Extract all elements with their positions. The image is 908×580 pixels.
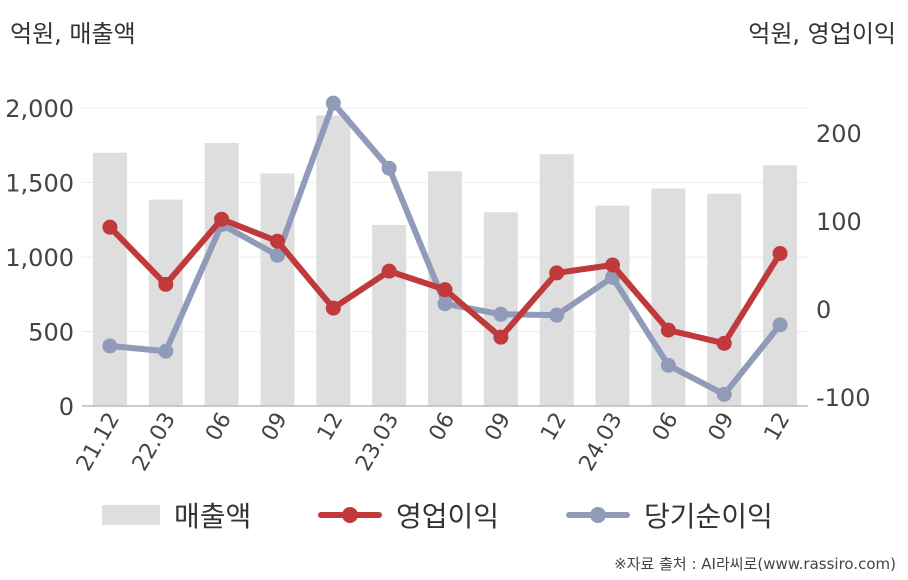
revenue-bar [707,193,742,406]
x-tick-label: 12 [760,409,796,446]
right-tick-label: 0 [816,296,831,324]
operating-profit-point [158,276,174,292]
revenue-bar [372,224,407,406]
left-tick-label: 2,000 [5,95,74,123]
x-tick-label: 12 [536,409,572,446]
source-note: ※자료 출처 : AI라씨로(www.rassiro.com) [614,555,896,573]
operating-profit-point [269,233,285,249]
left-axis-title: 억원, 매출액 [10,20,136,48]
legend-swatch-revenue [102,505,160,525]
net-income-point [716,386,732,402]
net-income-point [660,357,676,373]
net-income-point [269,247,285,263]
revenue-bar [92,152,127,406]
revenue-bar [763,165,798,406]
left-tick-label: 500 [28,319,74,347]
net-income-point [381,160,397,176]
left-tick-label: 0 [59,393,74,421]
operating-profit-point [772,246,788,262]
x-axis-ticks: 21.12 22.03 06 09 12 23.03 06 09 12 24.03 06 09 12 [72,409,795,476]
operating-profit-point [660,322,676,338]
x-tick-label: 24.03 [575,409,628,476]
legend: 매출액 영업이익 당기순이익 [0,493,908,537]
legend-label-operating-profit: 영업이익 [396,500,500,533]
net-income-point [493,306,509,322]
operating-profit-point [493,329,509,345]
x-tick-label: 09 [704,409,740,446]
operating-profit-point [605,257,621,273]
revenue-bar [316,115,351,406]
legend-item-operating-profit: 영업이익 [318,493,499,537]
revenue-bar [204,143,239,406]
x-tick-label: 23.03 [351,409,404,476]
operating-profit-point [716,335,732,351]
x-tick-label: 06 [201,409,237,446]
net-income-point [772,317,788,333]
net-income-point [549,307,565,323]
operating-profit-point [102,219,118,235]
revenue-bars [92,115,798,406]
right-axis-title: 억원, 영업이익 [748,20,896,48]
legend-swatch-net-income [566,505,630,525]
revenue-bar [260,173,295,406]
x-tick-label: 22.03 [128,409,181,476]
net-income-point [158,343,174,359]
net-income-point [102,338,118,354]
right-tick-label: 100 [816,208,862,236]
left-tick-label: 1,500 [5,170,74,198]
operating-profit-point [325,300,341,316]
legend-item-revenue: 매출액 [102,493,251,537]
x-tick-label: 12 [313,409,349,446]
left-tick-label: 1,000 [5,244,74,272]
legend-label-revenue: 매출액 [174,500,252,533]
revenue-bar [148,199,183,406]
operating-profit-point [437,282,453,298]
right-axis-ticks: -100 0 100 200 [816,120,870,412]
combo-chart: 0 500 1,000 1,500 2,000 -100 0 100 200 21.12 22.… [5,95,870,476]
x-tick-label: 09 [480,409,516,446]
line-series [102,95,788,402]
right-tick-label: 200 [816,120,862,148]
right-tick-label: -100 [816,384,870,412]
operating-profit-point [381,263,397,279]
legend-item-net-income: 당기순이익 [566,493,773,537]
legend-label-net-income: 당기순이익 [644,500,773,533]
net-income-point [437,296,453,312]
operating-profit-point [549,265,565,281]
left-axis-ticks: 0 500 1,000 1,500 2,000 [5,95,74,421]
x-tick-label: 06 [425,409,461,446]
x-tick-label: 09 [257,409,293,446]
net-income-point [325,95,341,111]
legend-swatch-operating-profit [318,505,382,525]
operating-profit-point [214,211,230,227]
x-tick-label: 06 [648,409,684,446]
revenue-bar [595,205,630,406]
x-tick-label: 21.12 [72,409,125,476]
